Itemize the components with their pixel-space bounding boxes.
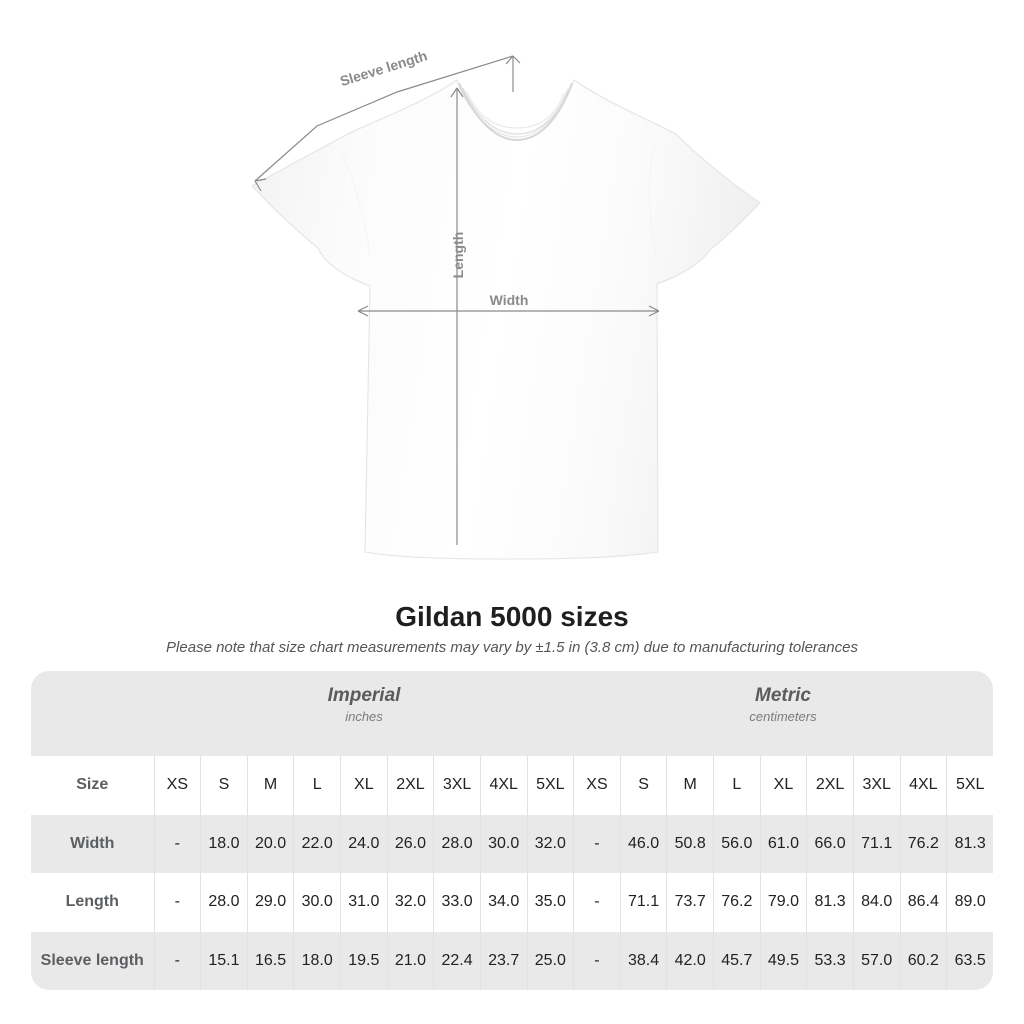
svg-text:Length: Length xyxy=(450,232,466,279)
svg-text:Sleeve length: Sleeve length xyxy=(338,47,429,89)
svg-text:Width: Width xyxy=(490,292,529,308)
